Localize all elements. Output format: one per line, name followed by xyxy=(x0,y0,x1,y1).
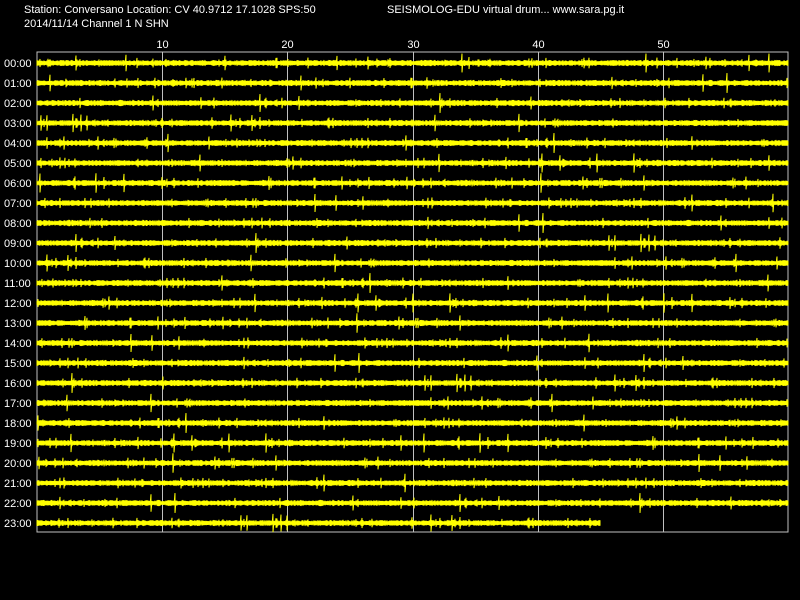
x-tick-label: 20 xyxy=(281,39,293,51)
hour-label: 17:00 xyxy=(4,398,32,410)
seismic-trace xyxy=(36,513,601,533)
hour-label: 21:00 xyxy=(4,478,32,490)
hour-label: 20:00 xyxy=(4,458,32,470)
hour-label: 15:00 xyxy=(4,358,32,370)
x-tick-label: 30 xyxy=(407,39,419,51)
hour-label: 13:00 xyxy=(4,318,32,330)
hour-label: 06:00 xyxy=(4,178,32,190)
hour-label: 14:00 xyxy=(4,338,32,350)
hour-label: 10:00 xyxy=(4,258,32,270)
plot-border xyxy=(36,51,789,533)
x-tick-label: 50 xyxy=(657,39,669,51)
x-tick-label: 10 xyxy=(156,39,168,51)
hour-label: 16:00 xyxy=(4,378,32,390)
hour-label: 22:00 xyxy=(4,498,32,510)
hour-label: 03:00 xyxy=(4,118,32,130)
station-info: Station: Conversano Location: CV 40.9712… xyxy=(24,4,316,16)
hour-label: 00:00 xyxy=(4,58,32,70)
hour-label: 11:00 xyxy=(4,278,31,290)
hour-label: 01:00 xyxy=(4,78,32,90)
hour-label: 07:00 xyxy=(4,198,32,210)
hour-label: 23:00 xyxy=(4,518,32,530)
hour-label: 04:00 xyxy=(4,138,32,150)
date-channel-info: 2014/11/14 Channel 1 N SHN xyxy=(24,18,169,30)
hour-label: 09:00 xyxy=(4,238,32,250)
hour-label: 12:00 xyxy=(4,298,32,310)
hour-label: 19:00 xyxy=(4,438,32,450)
x-tick-label: 40 xyxy=(532,39,544,51)
hour-label: 18:00 xyxy=(4,418,32,430)
hour-label: 08:00 xyxy=(4,218,32,230)
app-title: SEISMOLOG-EDU virtual drum... www.sara.p… xyxy=(387,4,625,16)
hour-label: 02:00 xyxy=(4,98,32,110)
hour-label: 05:00 xyxy=(4,158,32,170)
